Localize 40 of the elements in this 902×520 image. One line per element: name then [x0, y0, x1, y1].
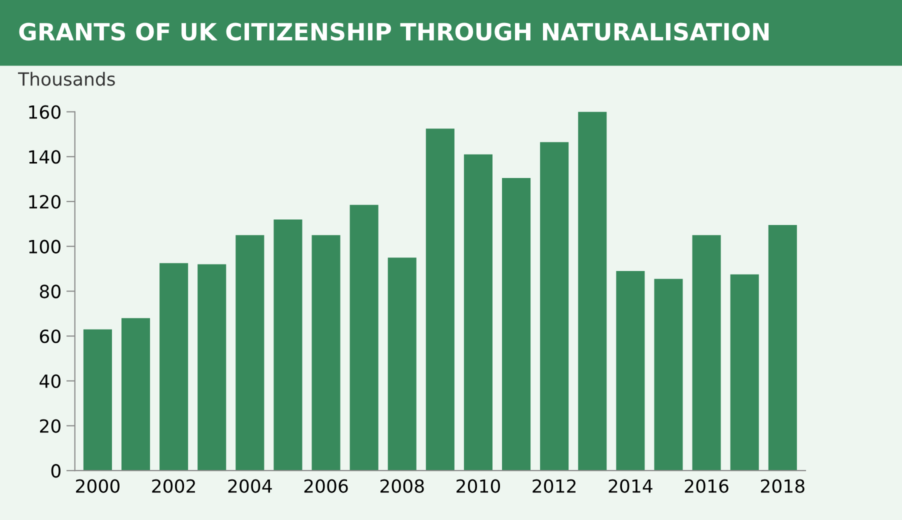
x-tick-label: 2006 [304, 479, 348, 493]
bar [464, 154, 492, 471]
bar [730, 274, 759, 471]
y-tick-label: 60 [40, 330, 60, 344]
x-tick-label: 2008 [380, 479, 424, 493]
bar [312, 235, 340, 471]
bar [654, 278, 683, 471]
y-tick-label: 100 [29, 240, 60, 254]
y-tick-label: 80 [40, 284, 60, 298]
bar [160, 263, 188, 471]
bar [236, 235, 264, 471]
x-tick-label: 2010 [456, 479, 500, 493]
bar [502, 178, 531, 471]
bar [616, 271, 645, 471]
bar [274, 219, 302, 471]
bar [121, 318, 150, 471]
bar [768, 225, 797, 471]
bar [198, 264, 226, 471]
x-tick-label: 2000 [76, 479, 120, 493]
bar [426, 128, 454, 471]
x-tick-label: 2002 [152, 479, 195, 493]
y-tick-label: 120 [29, 194, 60, 209]
bar [350, 204, 378, 471]
bar [540, 142, 569, 471]
bar [578, 112, 607, 471]
y-axis-title: Thousands [18, 72, 115, 86]
bar [692, 235, 721, 471]
y-tick-label: 0 [51, 464, 60, 478]
x-tick-label: 2004 [228, 479, 272, 493]
y-tick-label: 140 [29, 150, 60, 164]
bar [83, 329, 112, 471]
bar [388, 258, 416, 471]
x-tick-label: 2018 [761, 479, 804, 493]
y-tick-label: 40 [40, 374, 60, 388]
x-tick-label: 2014 [608, 479, 652, 493]
chart-title: GRANTS OF UK CITIZENSHIP THROUGH NATURALISATION [19, 22, 769, 41]
y-tick-label: 20 [40, 419, 60, 433]
x-tick-label: 2012 [532, 479, 576, 493]
x-tick-label: 2016 [684, 479, 728, 493]
y-tick-label: 160 [29, 105, 60, 119]
